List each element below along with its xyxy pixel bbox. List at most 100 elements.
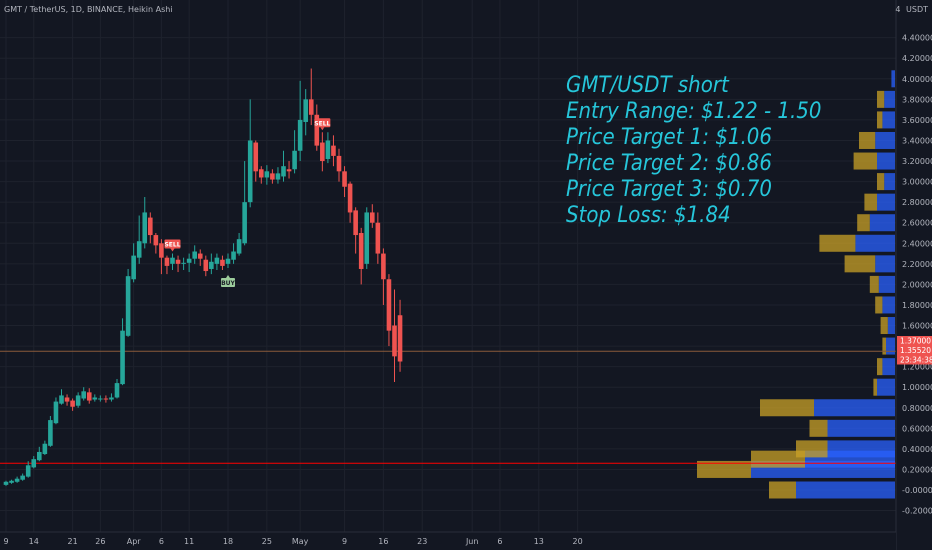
price-badge — [897, 345, 932, 355]
price-tick-label: 2.00000 — [902, 280, 932, 289]
vp-down-bar — [859, 131, 876, 149]
time-axis-background[interactable] — [0, 532, 896, 550]
vp-up-bar — [884, 90, 895, 108]
time-axis-labels: 9 14 21 26 Apr 6 11 18 25 May 9 16 23 Jun 6 13 20 — [3, 537, 582, 546]
vp-up-bar — [887, 317, 895, 335]
vp-down-bar — [796, 440, 828, 458]
candle-body — [203, 259, 209, 272]
time-tick-label: 16 — [378, 537, 388, 546]
candle-body — [148, 217, 153, 236]
signals: SELL BUY SELL — [164, 118, 331, 287]
candle-body — [381, 253, 386, 280]
price-tick-label: 3.60000 — [902, 116, 932, 125]
vp-up-bar — [877, 152, 895, 170]
time-tick-label: 6 — [159, 537, 164, 546]
vp-up-bar — [882, 358, 895, 376]
candle-body — [325, 140, 331, 159]
candle-body — [136, 241, 142, 258]
candle-body — [181, 262, 186, 264]
candle-body — [214, 257, 220, 264]
horizontal-lines — [0, 350, 896, 464]
candle-body — [259, 169, 264, 178]
candle-body — [370, 212, 375, 223]
volume-profile — [697, 70, 895, 499]
candle-body — [42, 443, 48, 455]
vp-up-bar — [875, 255, 895, 273]
candle-body — [292, 150, 297, 170]
time-tick-label: 25 — [262, 537, 272, 546]
time-tick-label: 23 — [417, 537, 427, 546]
sell-signal-pointer — [320, 127, 325, 131]
candle-body — [92, 397, 98, 400]
vp-up-bar — [884, 173, 895, 191]
vp-down-bar — [769, 481, 796, 499]
candle-body — [175, 259, 181, 264]
annotation-line: Entry Range: $1.22 - 1.50 — [566, 99, 821, 124]
candle-body — [342, 171, 347, 187]
candle-body — [131, 255, 136, 280]
candle-body — [281, 166, 286, 177]
vp-down-bar — [853, 152, 877, 170]
price-tick-label: 4.00000 — [902, 75, 932, 84]
candle-body — [125, 276, 131, 336]
candle-body — [320, 142, 325, 162]
candle-body — [209, 261, 214, 269]
time-tick-label: 20 — [573, 537, 583, 546]
candle-body — [170, 257, 175, 264]
candle-body — [192, 251, 197, 259]
candle-body — [14, 478, 20, 482]
candle-body — [159, 243, 164, 258]
time-tick-label: 6 — [497, 537, 502, 546]
time-tick-label: 14 — [29, 537, 39, 546]
candle-body — [20, 475, 25, 480]
price-tick-label: 3.40000 — [902, 136, 932, 145]
candle-body — [186, 258, 192, 263]
time-tick-label: 26 — [95, 537, 105, 546]
sell-signal-tag[interactable] — [314, 118, 331, 128]
vp-down-bar — [760, 399, 814, 417]
candle-body — [270, 173, 275, 180]
candle-body — [358, 233, 364, 269]
candle-body — [103, 398, 109, 400]
time-tick-label: May — [292, 537, 309, 546]
candle-body — [48, 420, 53, 446]
sell-signal-pointer — [170, 248, 175, 252]
candle-body — [308, 99, 314, 115]
vp-down-bar — [697, 460, 751, 478]
price-tick-label: 3.00000 — [902, 178, 932, 187]
candle-body — [297, 119, 303, 151]
sell-signal-tag[interactable] — [164, 239, 181, 249]
candle-body — [109, 397, 114, 400]
price-tick-label: 1.20000 — [902, 363, 932, 372]
vp-up-bar — [882, 111, 895, 129]
scale-number: 4 — [895, 5, 900, 14]
candle-body — [3, 481, 9, 485]
vp-down-bar — [864, 193, 877, 211]
candle-body — [114, 383, 120, 398]
currency-code: USDT — [906, 5, 928, 14]
candle-body — [336, 155, 342, 172]
price-tick-label: 2.60000 — [902, 219, 932, 228]
currency-label: 4 USDT — [895, 5, 928, 14]
candle-body — [81, 391, 86, 399]
vp-down-bar — [875, 296, 883, 314]
candle-body — [197, 253, 203, 259]
vp-up-bar — [878, 275, 895, 293]
candles — [3, 68, 403, 486]
price-axis-background[interactable] — [896, 0, 932, 550]
time-tick-label: 18 — [223, 537, 233, 546]
symbol-title: GMT / TetherUS, 1D, BINANCE, Heikin Ashi — [4, 5, 173, 14]
vp-down-bar — [809, 419, 828, 437]
price-tick-label: 3.20000 — [902, 157, 932, 166]
buy-signal-tag[interactable] — [221, 277, 235, 287]
candle-body — [375, 222, 381, 254]
candle-body — [264, 171, 270, 178]
sell-signal-label: SELL — [314, 120, 330, 127]
vp-up-bar — [827, 440, 895, 458]
candle-body — [231, 251, 236, 260]
sell-signal-label: SELL — [164, 242, 180, 249]
price-badge — [897, 336, 932, 346]
